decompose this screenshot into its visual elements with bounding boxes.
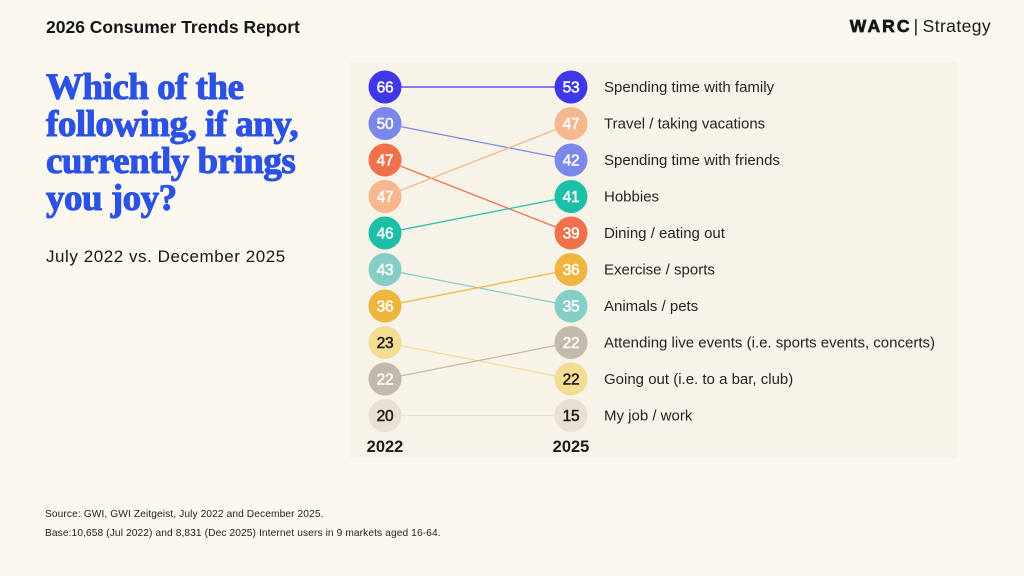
svg-text:53: 53 (563, 80, 580, 97)
svg-text:46: 46 (377, 226, 394, 243)
svg-text:47: 47 (377, 153, 394, 170)
svg-text:39: 39 (563, 226, 580, 243)
svg-text:Hobbies: Hobbies (604, 189, 659, 206)
svg-text:Animals / pets: Animals / pets (604, 298, 698, 315)
svg-text:23: 23 (377, 335, 394, 352)
svg-text:43: 43 (377, 262, 394, 279)
svg-text:41: 41 (563, 189, 580, 206)
svg-text:20: 20 (377, 408, 394, 425)
svg-text:47: 47 (377, 189, 394, 206)
svg-text:22: 22 (563, 335, 580, 352)
svg-text:47: 47 (563, 116, 580, 133)
svg-text:Exercise / sports: Exercise / sports (604, 262, 715, 279)
svg-text:35: 35 (563, 299, 580, 316)
svg-text:66: 66 (377, 80, 394, 97)
svg-text:22: 22 (563, 372, 580, 389)
svg-text:Attending live events (i.e. sp: Attending live events (i.e. sports event… (604, 335, 935, 352)
svg-text:2022: 2022 (367, 438, 404, 456)
svg-text:36: 36 (563, 262, 580, 279)
svg-text:15: 15 (563, 408, 580, 425)
svg-text:2025: 2025 (553, 438, 590, 456)
svg-text:22: 22 (377, 372, 394, 389)
svg-text:Spending time with family: Spending time with family (604, 79, 775, 96)
svg-text:My job / work: My job / work (604, 408, 693, 425)
svg-text:Dining / eating out: Dining / eating out (604, 225, 726, 242)
svg-text:50: 50 (377, 116, 394, 133)
svg-text:Spending time with friends: Spending time with friends (604, 152, 780, 169)
svg-text:Going out (i.e. to a bar, club: Going out (i.e. to a bar, club) (604, 371, 793, 388)
svg-text:Travel / taking vacations: Travel / taking vacations (604, 116, 765, 133)
svg-text:42: 42 (563, 153, 580, 170)
svg-text:36: 36 (377, 299, 394, 316)
